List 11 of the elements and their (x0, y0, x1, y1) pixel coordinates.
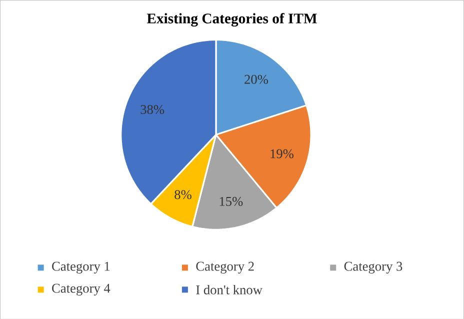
legend-label: Category 1 (52, 262, 110, 274)
data-label: 8% (174, 190, 192, 199)
legend-label: I don't know (196, 284, 262, 294)
data-label: 19% (270, 149, 294, 158)
chart-title: Existing Categories of ITM (146, 12, 317, 26)
data-label: 38% (140, 104, 164, 114)
data-label: 15% (220, 196, 243, 206)
legend-label: Category 3 (344, 262, 402, 274)
data-label: 20% (244, 74, 268, 84)
legend-label: Category 4 (52, 284, 110, 296)
legend-label: Category 2 (196, 262, 254, 274)
